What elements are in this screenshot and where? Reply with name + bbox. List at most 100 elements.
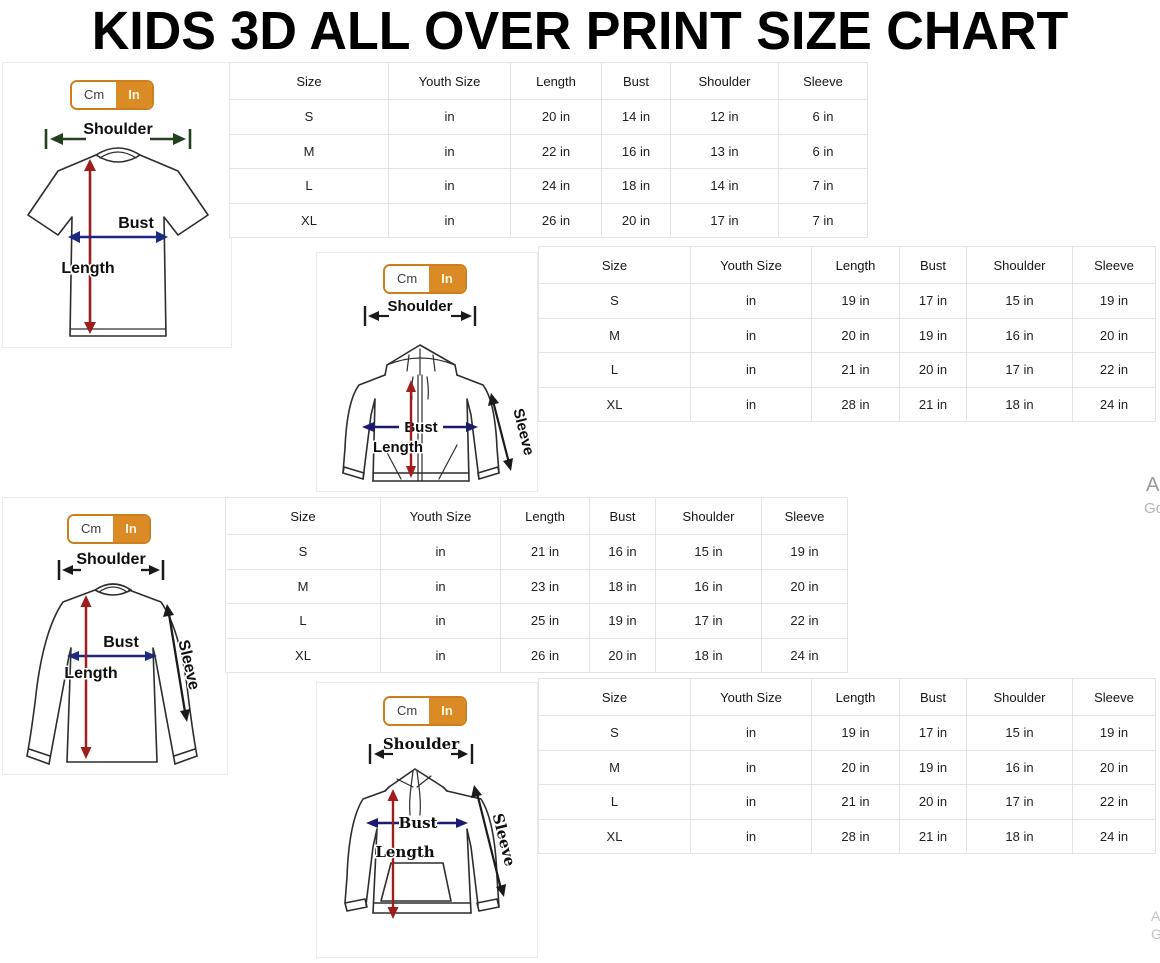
measurement-cell: in	[691, 284, 812, 319]
measurement-cell: 22 in	[511, 134, 602, 169]
measurement-cell: 7 in	[779, 169, 868, 204]
measurement-cell: 16 in	[602, 134, 671, 169]
measurement-cell: 28 in	[812, 819, 900, 854]
measurement-cell: 19 in	[900, 750, 967, 785]
measurement-cell: 19 in	[900, 318, 967, 353]
watermark-fragment: A	[1151, 908, 1160, 924]
measurement-cell: 25 in	[501, 604, 590, 639]
measurement-cell: 14 in	[671, 169, 779, 204]
page-title: KIDS 3D ALL OVER PRINT SIZE CHART	[91, 0, 1069, 62]
measurement-cell: 14 in	[602, 100, 671, 135]
column-header: Youth Size	[389, 63, 511, 100]
length-arrow	[84, 159, 96, 334]
long-sleeve-illustration: Shoulder Bust Length	[26, 550, 204, 765]
measurement-cell: in	[691, 387, 812, 422]
sleeve-arrow	[163, 604, 190, 722]
measurement-cell: 20 in	[812, 750, 900, 785]
column-header: Sleeve	[1073, 247, 1156, 284]
bust-arrow	[362, 422, 478, 432]
size-cell: S	[539, 284, 691, 319]
measurement-cell: 21 in	[900, 387, 967, 422]
length-label: Length	[64, 665, 117, 682]
shoulder-label: Shoulder	[383, 735, 460, 753]
cm-button[interactable]: Cm	[69, 516, 114, 542]
shoulder-label: Shoulder	[387, 298, 452, 315]
measurement-cell: 6 in	[779, 134, 868, 169]
measurement-cell: 19 in	[812, 716, 900, 751]
measurement-cell: in	[691, 318, 812, 353]
measurement-cell: 26 in	[501, 638, 590, 673]
size-cell: M	[539, 750, 691, 785]
measurement-cell: 22 in	[1073, 353, 1156, 388]
tshirt-panel: Cm In Shoulder	[2, 62, 232, 348]
measurement-cell: 19 in	[590, 604, 656, 639]
measurement-cell: 16 in	[967, 318, 1073, 353]
measurement-cell: 20 in	[511, 100, 602, 135]
zip-hoodie-illustration: Shoulder Bust L	[342, 297, 539, 482]
in-button[interactable]: In	[116, 82, 152, 108]
column-header: Shoulder	[967, 247, 1073, 284]
measurement-cell: 7 in	[779, 203, 868, 238]
column-header: Youth Size	[691, 679, 812, 716]
shoulder-arrow	[44, 129, 192, 149]
cm-button[interactable]: Cm	[385, 266, 430, 292]
measurement-cell: 18 in	[656, 638, 762, 673]
sleeve-label: Sleeve	[174, 638, 202, 691]
length-arrow	[406, 380, 416, 478]
size-cell: L	[226, 604, 381, 639]
column-header: Shoulder	[656, 498, 762, 535]
cm-button[interactable]: Cm	[385, 698, 430, 724]
column-header: Shoulder	[967, 679, 1073, 716]
length-label: Length	[373, 439, 423, 456]
measurement-cell: 13 in	[671, 134, 779, 169]
measurement-cell: 21 in	[501, 535, 590, 570]
measurement-cell: 15 in	[967, 716, 1073, 751]
column-header: Sleeve	[1073, 679, 1156, 716]
measurement-cell: 21 in	[812, 785, 900, 820]
measurement-cell: 17 in	[900, 284, 967, 319]
measurement-cell: 16 in	[967, 750, 1073, 785]
pullover-hoodie-panel: Cm In Shoulder	[316, 682, 538, 958]
column-header: Youth Size	[381, 498, 501, 535]
in-button[interactable]: In	[429, 698, 465, 724]
in-button[interactable]: In	[113, 516, 149, 542]
measurement-cell: 19 in	[762, 535, 848, 570]
measurement-cell: 21 in	[812, 353, 900, 388]
in-button[interactable]: In	[429, 266, 465, 292]
measurement-cell: 18 in	[590, 569, 656, 604]
unit-toggle: Cm In	[383, 264, 467, 294]
sleeve-arrow	[471, 785, 506, 897]
column-header: Bust	[900, 247, 967, 284]
measurement-cell: 24 in	[762, 638, 848, 673]
unit-toggle: Cm In	[383, 696, 467, 726]
measurement-cell: 20 in	[1073, 750, 1156, 785]
shoulder-arrow	[363, 306, 477, 326]
watermark-fragment: Go	[1144, 500, 1160, 517]
column-header: Bust	[590, 498, 656, 535]
column-header: Bust	[602, 63, 671, 100]
column-header: Sleeve	[762, 498, 848, 535]
measurement-cell: 26 in	[511, 203, 602, 238]
measurement-cell: in	[381, 535, 501, 570]
pullover-hoodie-illustration: Shoulder Bust Length	[344, 734, 521, 919]
zip-hoodie-panel: Cm In Shoulder	[316, 252, 539, 492]
measurement-cell: 21 in	[900, 819, 967, 854]
measurement-cell: in	[389, 134, 511, 169]
size-cell: M	[226, 569, 381, 604]
size-cell: S	[230, 100, 389, 135]
bust-arrow	[67, 651, 157, 661]
measurement-cell: 17 in	[656, 604, 762, 639]
cm-button[interactable]: Cm	[72, 82, 117, 108]
measurement-cell: 20 in	[900, 785, 967, 820]
sleeve-arrow	[488, 393, 513, 471]
tshirt-outline	[27, 147, 209, 337]
measurement-cell: 20 in	[1073, 318, 1156, 353]
size-cell: XL	[539, 819, 691, 854]
measurement-cell: 20 in	[602, 203, 671, 238]
measurement-cell: 23 in	[501, 569, 590, 604]
bust-label: Bust	[404, 419, 437, 436]
measurement-cell: 18 in	[967, 387, 1073, 422]
long-sleeve-panel: Cm In Shoulder Bust	[2, 497, 228, 775]
size-cell: XL	[230, 203, 389, 238]
